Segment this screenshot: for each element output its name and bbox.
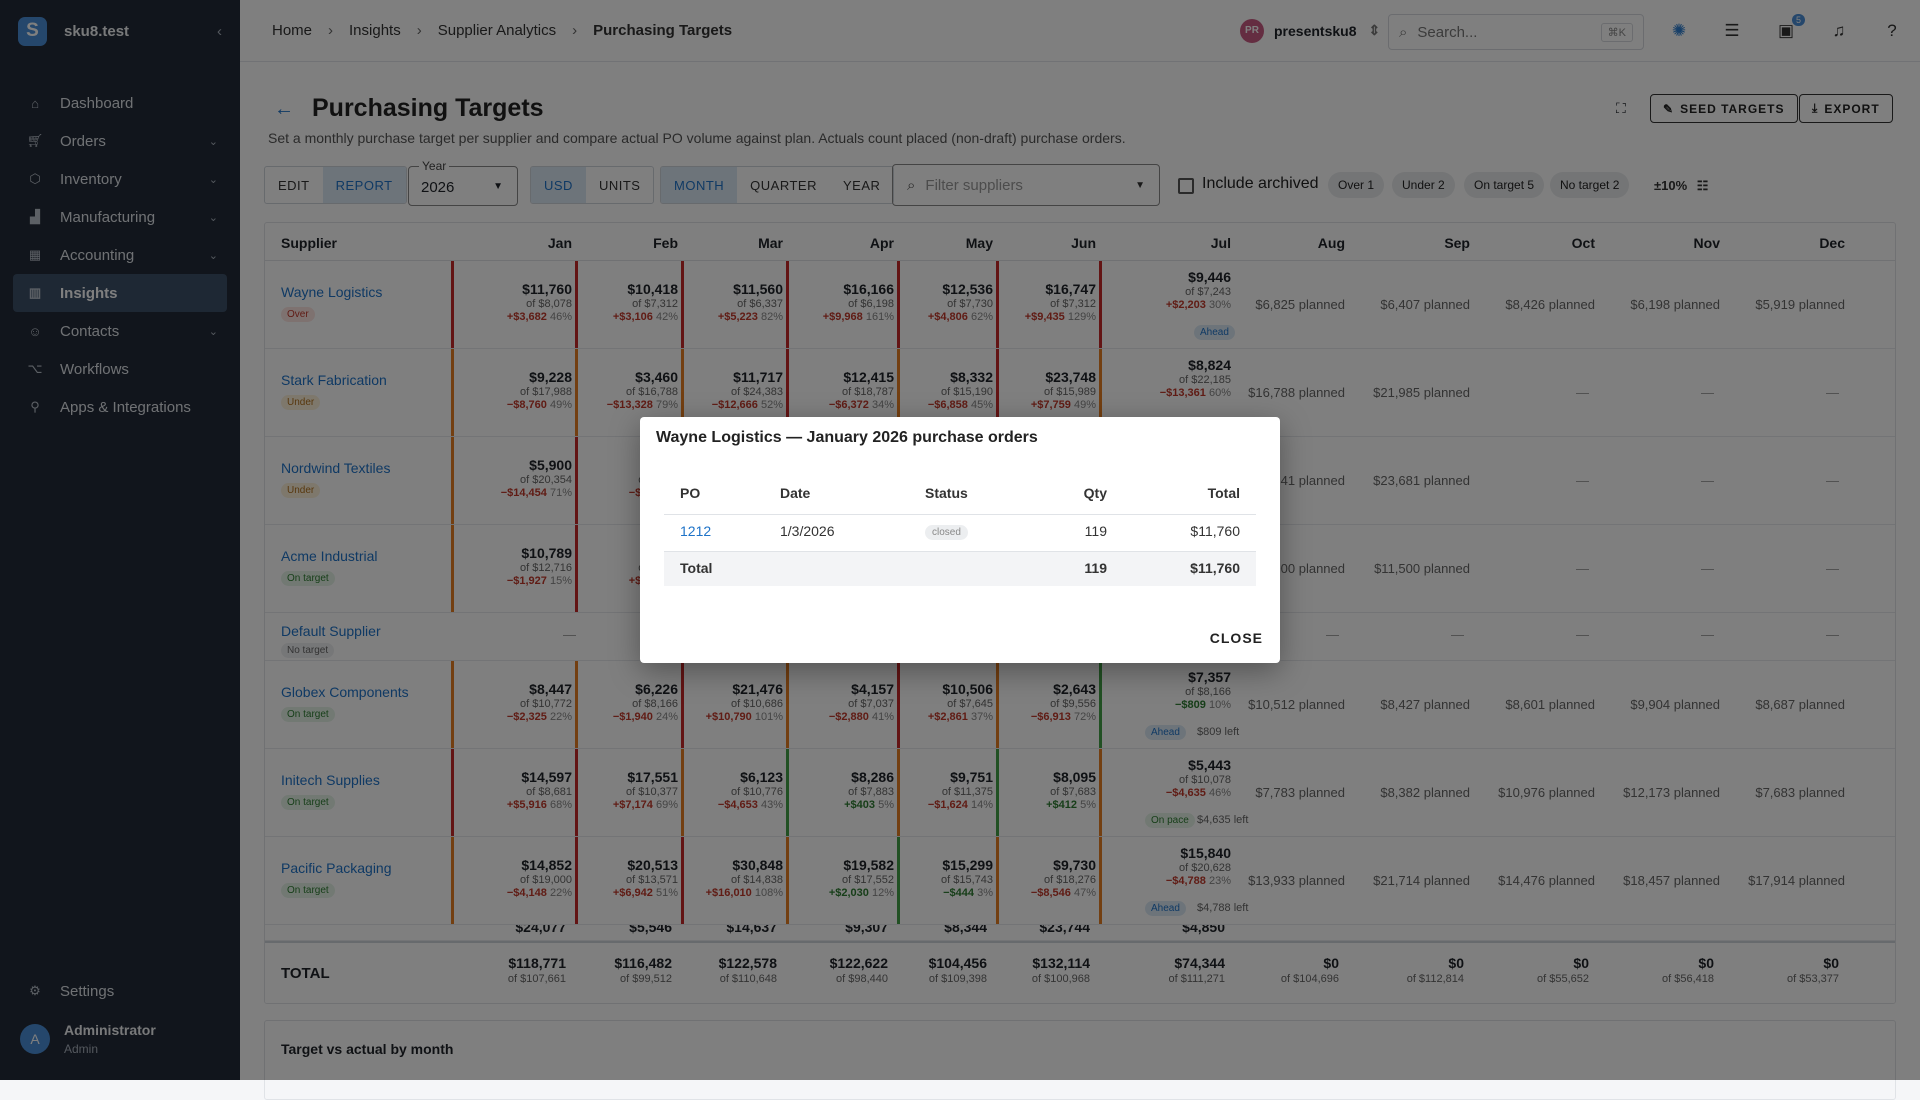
col-status: Status	[925, 485, 968, 501]
close-button[interactable]: CLOSE	[1210, 630, 1263, 646]
po-link[interactable]: 1212	[680, 523, 711, 539]
po-date: 1/3/2026	[780, 523, 835, 539]
po-total: $11,760	[1190, 523, 1240, 539]
col-qty: Qty	[1084, 485, 1107, 501]
col-po: PO	[680, 485, 700, 501]
status-badge: closed	[925, 525, 968, 540]
col-total: Total	[1208, 485, 1240, 501]
divider	[664, 514, 1256, 515]
po-qty: 119	[1085, 523, 1107, 539]
total-qty: 119	[1084, 560, 1107, 576]
dialog-title: Wayne Logistics — January 2026 purchase …	[656, 429, 1038, 447]
dialog-total-row	[664, 552, 1256, 586]
po-dialog: Wayne Logistics — January 2026 purchase …	[640, 417, 1280, 663]
total-amount: $11,760	[1190, 560, 1240, 576]
total-label: Total	[680, 560, 712, 576]
col-date: Date	[780, 485, 810, 501]
